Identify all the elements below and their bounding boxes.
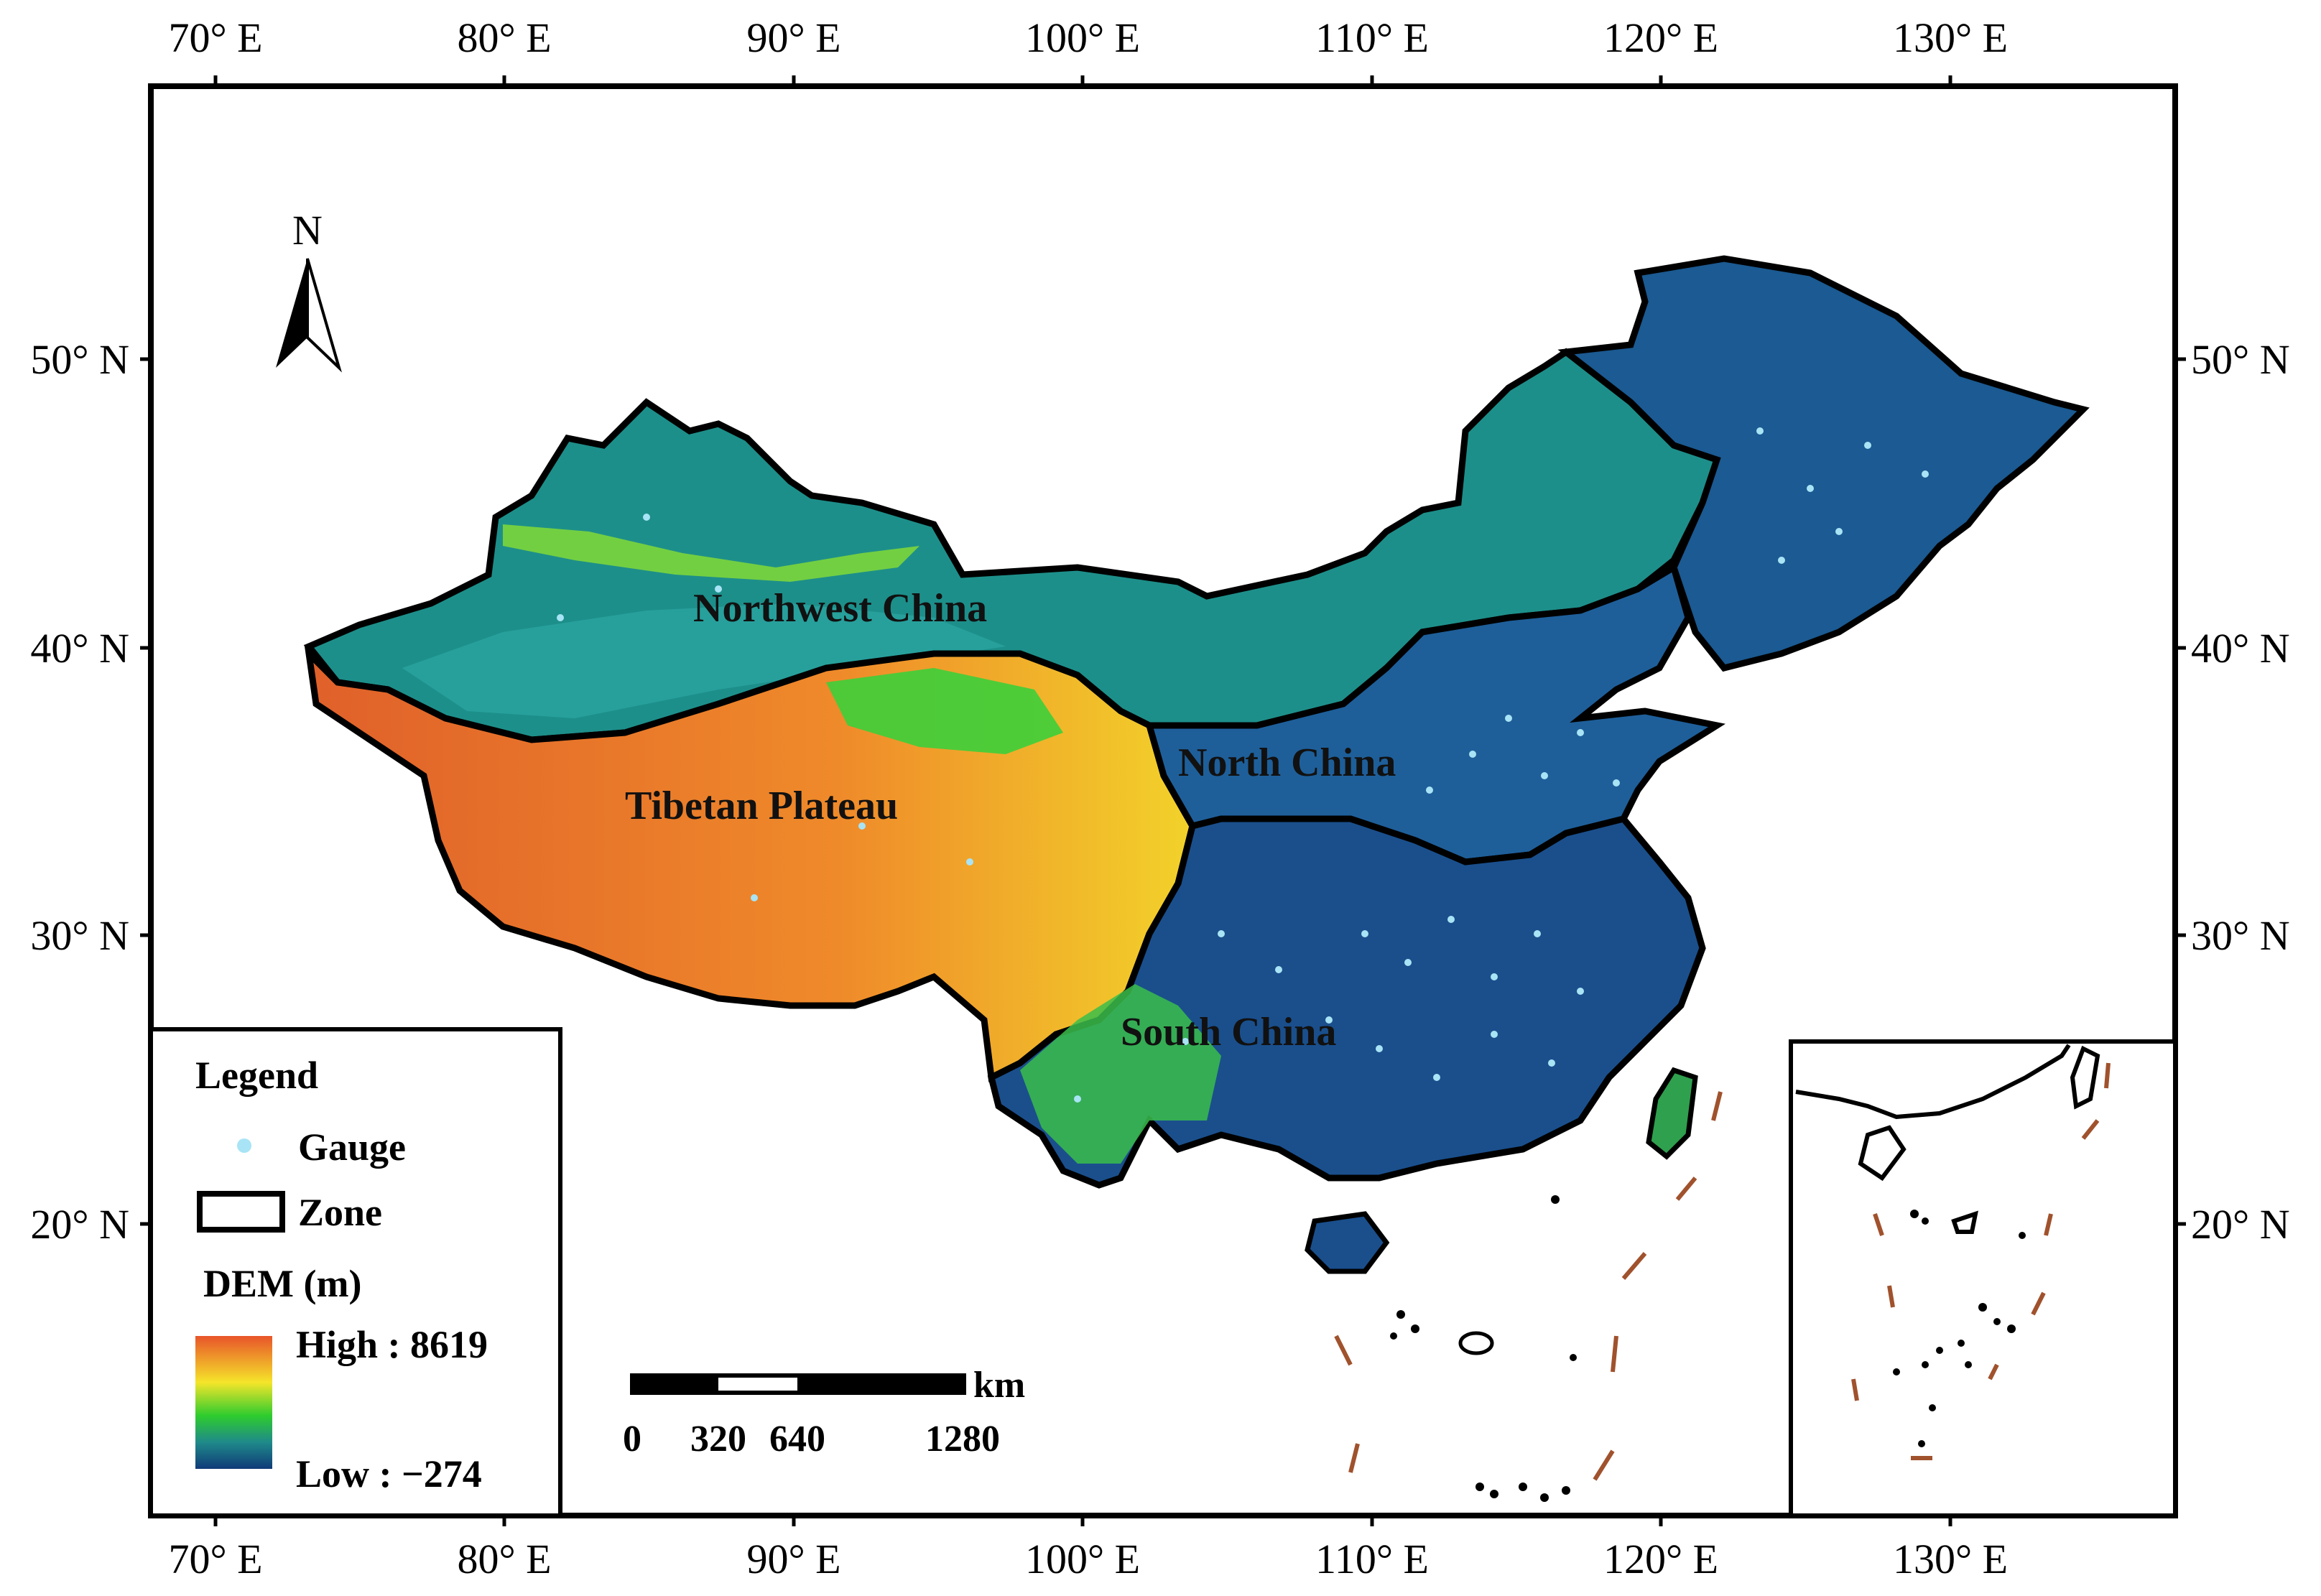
top-tick-110: 110° E xyxy=(1315,14,1429,61)
legend-gauge-symbol xyxy=(237,1138,251,1153)
left-tick-30: 30° N xyxy=(30,912,129,959)
top-axis-ticks xyxy=(213,75,1952,86)
left-tick-20: 20° N xyxy=(30,1201,129,1248)
tarim-basin-terrain xyxy=(402,603,1006,718)
hainan-island xyxy=(1305,1211,1390,1274)
inset-islands xyxy=(1893,1210,2026,1447)
legend-dem-low: Low : −274 xyxy=(296,1452,482,1495)
legend-dem-title: DEM (m) xyxy=(203,1262,361,1305)
scale-bar: km 0 320 640 1280 xyxy=(623,1365,1025,1460)
taiwan-island xyxy=(1646,1067,1698,1160)
bottom-tick-100: 100° E xyxy=(1025,1536,1140,1582)
bottom-tick-110: 110° E xyxy=(1315,1536,1429,1582)
bottom-tick-90: 90° E xyxy=(746,1536,840,1582)
bottom-tick-80: 80° E xyxy=(457,1536,551,1582)
gauge-points xyxy=(557,427,1929,1103)
yunnan-terrain xyxy=(1020,984,1221,1164)
legend-zone-symbol xyxy=(197,1191,285,1233)
right-tick-20: 20° N xyxy=(2191,1201,2290,1248)
scale-unit: km xyxy=(973,1365,1025,1406)
scale-label-320: 320 xyxy=(690,1419,746,1460)
scale-label-640: 640 xyxy=(769,1419,825,1460)
scs-islands xyxy=(1390,1195,1577,1502)
scale-label-0: 0 xyxy=(623,1419,641,1460)
inset-map-frame xyxy=(1789,1039,2177,1518)
legend-zone-label: Zone xyxy=(298,1191,382,1234)
north-arrow-icon: N xyxy=(276,207,342,373)
northeast-terrain xyxy=(1557,255,2090,672)
right-tick-50: 50° N xyxy=(2191,336,2290,383)
top-tick-120: 120° E xyxy=(1603,14,1718,61)
scale-label-1280: 1280 xyxy=(925,1419,1000,1460)
label-north-china: North China xyxy=(1178,741,1396,785)
legend-gauge-label: Gauge xyxy=(298,1126,406,1169)
top-tick-90: 90° E xyxy=(746,14,840,61)
bottom-tick-70: 70° E xyxy=(168,1536,262,1582)
label-south-china: South China xyxy=(1121,1010,1336,1054)
bottom-tick-130: 130° E xyxy=(1893,1536,2008,1582)
legend-title: Legend xyxy=(195,1054,318,1097)
right-tick-40: 40° N xyxy=(2191,625,2290,672)
label-tibetan-plateau: Tibetan Plateau xyxy=(625,784,898,828)
left-tick-50: 50° N xyxy=(30,336,129,383)
top-tick-130: 130° E xyxy=(1893,14,2008,61)
bottom-tick-120: 120° E xyxy=(1603,1536,1718,1582)
legend-dem-colorbar xyxy=(195,1336,272,1469)
scs-island-outline xyxy=(1458,1331,1494,1355)
top-tick-100: 100° E xyxy=(1025,14,1140,61)
left-tick-40: 40° N xyxy=(30,625,129,672)
top-tick-80: 80° E xyxy=(457,14,551,61)
qaidam-basin-terrain xyxy=(826,668,1063,754)
inset-nine-dash-line xyxy=(1851,1062,2111,1460)
label-northwest-china: Northwest China xyxy=(693,586,987,631)
tianshan-terrain xyxy=(503,524,919,582)
north-label: N xyxy=(292,207,323,254)
legend-dem-high: High : 8619 xyxy=(296,1323,488,1366)
nine-dash-line xyxy=(1334,1091,1723,1481)
inset-coastline xyxy=(1795,1044,2100,1234)
top-tick-70: 70° E xyxy=(168,14,262,61)
right-tick-30: 30° N xyxy=(2191,912,2290,959)
